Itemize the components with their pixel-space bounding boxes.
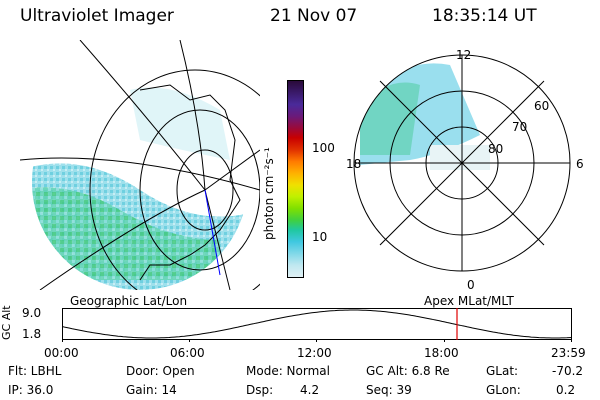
time-tick-1800: 18:00: [424, 346, 459, 360]
apex-label: Apex MLat/MLT: [424, 294, 514, 308]
instrument-title: Ultraviolet Imager: [20, 6, 174, 26]
geographic-image: [20, 40, 260, 290]
lat-label-70: 70: [512, 120, 528, 134]
glat-label: GLat:: [486, 364, 519, 378]
time-tick-2359: 23:59: [551, 346, 586, 360]
mlt-label-18: 18: [346, 157, 362, 171]
glat-value: -70.2: [552, 364, 584, 378]
lat-label-60: 60: [534, 99, 550, 113]
glon-label: GLon:: [486, 383, 521, 397]
mode-info: Mode: Normal: [246, 364, 330, 378]
colorbar-tick-10: 10: [312, 230, 328, 244]
gain-info: Gain: 14: [126, 383, 177, 397]
altitude-plot: [62, 308, 572, 342]
lat-label-80: 80: [488, 142, 504, 156]
polar-plot: [353, 54, 571, 272]
gc-alt-info: GC Alt: 6.8 Re: [366, 364, 450, 378]
glon-value: 0.2: [556, 383, 576, 397]
door-info: Door: Open: [126, 364, 195, 378]
mlt-label-0: 0: [467, 278, 475, 292]
observation-time: 18:35:14 UT: [432, 6, 537, 26]
colorbar-unit-label: photon cm⁻²s⁻¹: [262, 147, 276, 240]
dsp-label: Dsp:: [246, 383, 274, 397]
geographic-label: Geographic Lat/Lon: [70, 294, 188, 308]
altitude-ytick-min: 1.8: [22, 327, 42, 341]
ip-info: IP: 36.0: [8, 383, 54, 397]
time-tick-1200: 12:00: [297, 346, 332, 360]
seq-info: Seq: 39: [366, 383, 412, 397]
time-tick-0600: 06:00: [170, 346, 205, 360]
mlt-label-12: 12: [456, 48, 472, 62]
time-tick-0000: 00:00: [44, 346, 79, 360]
dsp-value: 4.2: [300, 383, 320, 397]
colorbar-tick-100: 100: [312, 141, 335, 155]
altitude-ylabel: GC Alt: [0, 305, 13, 340]
filter-info: Flt: LBHL: [8, 364, 62, 378]
mlt-label-6: 6: [576, 157, 584, 171]
observation-date: 21 Nov 07: [270, 6, 358, 26]
altitude-ytick-max: 9.0: [22, 306, 42, 320]
colorbar: [287, 80, 304, 278]
